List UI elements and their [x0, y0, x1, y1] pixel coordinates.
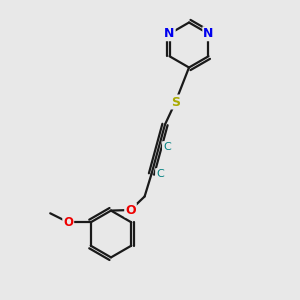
Text: O: O [125, 203, 136, 217]
Text: N: N [164, 27, 175, 40]
Text: C: C [156, 169, 164, 179]
Text: N: N [203, 27, 214, 40]
Text: C: C [163, 142, 171, 152]
Text: S: S [171, 95, 180, 109]
Text: O: O [63, 216, 73, 229]
